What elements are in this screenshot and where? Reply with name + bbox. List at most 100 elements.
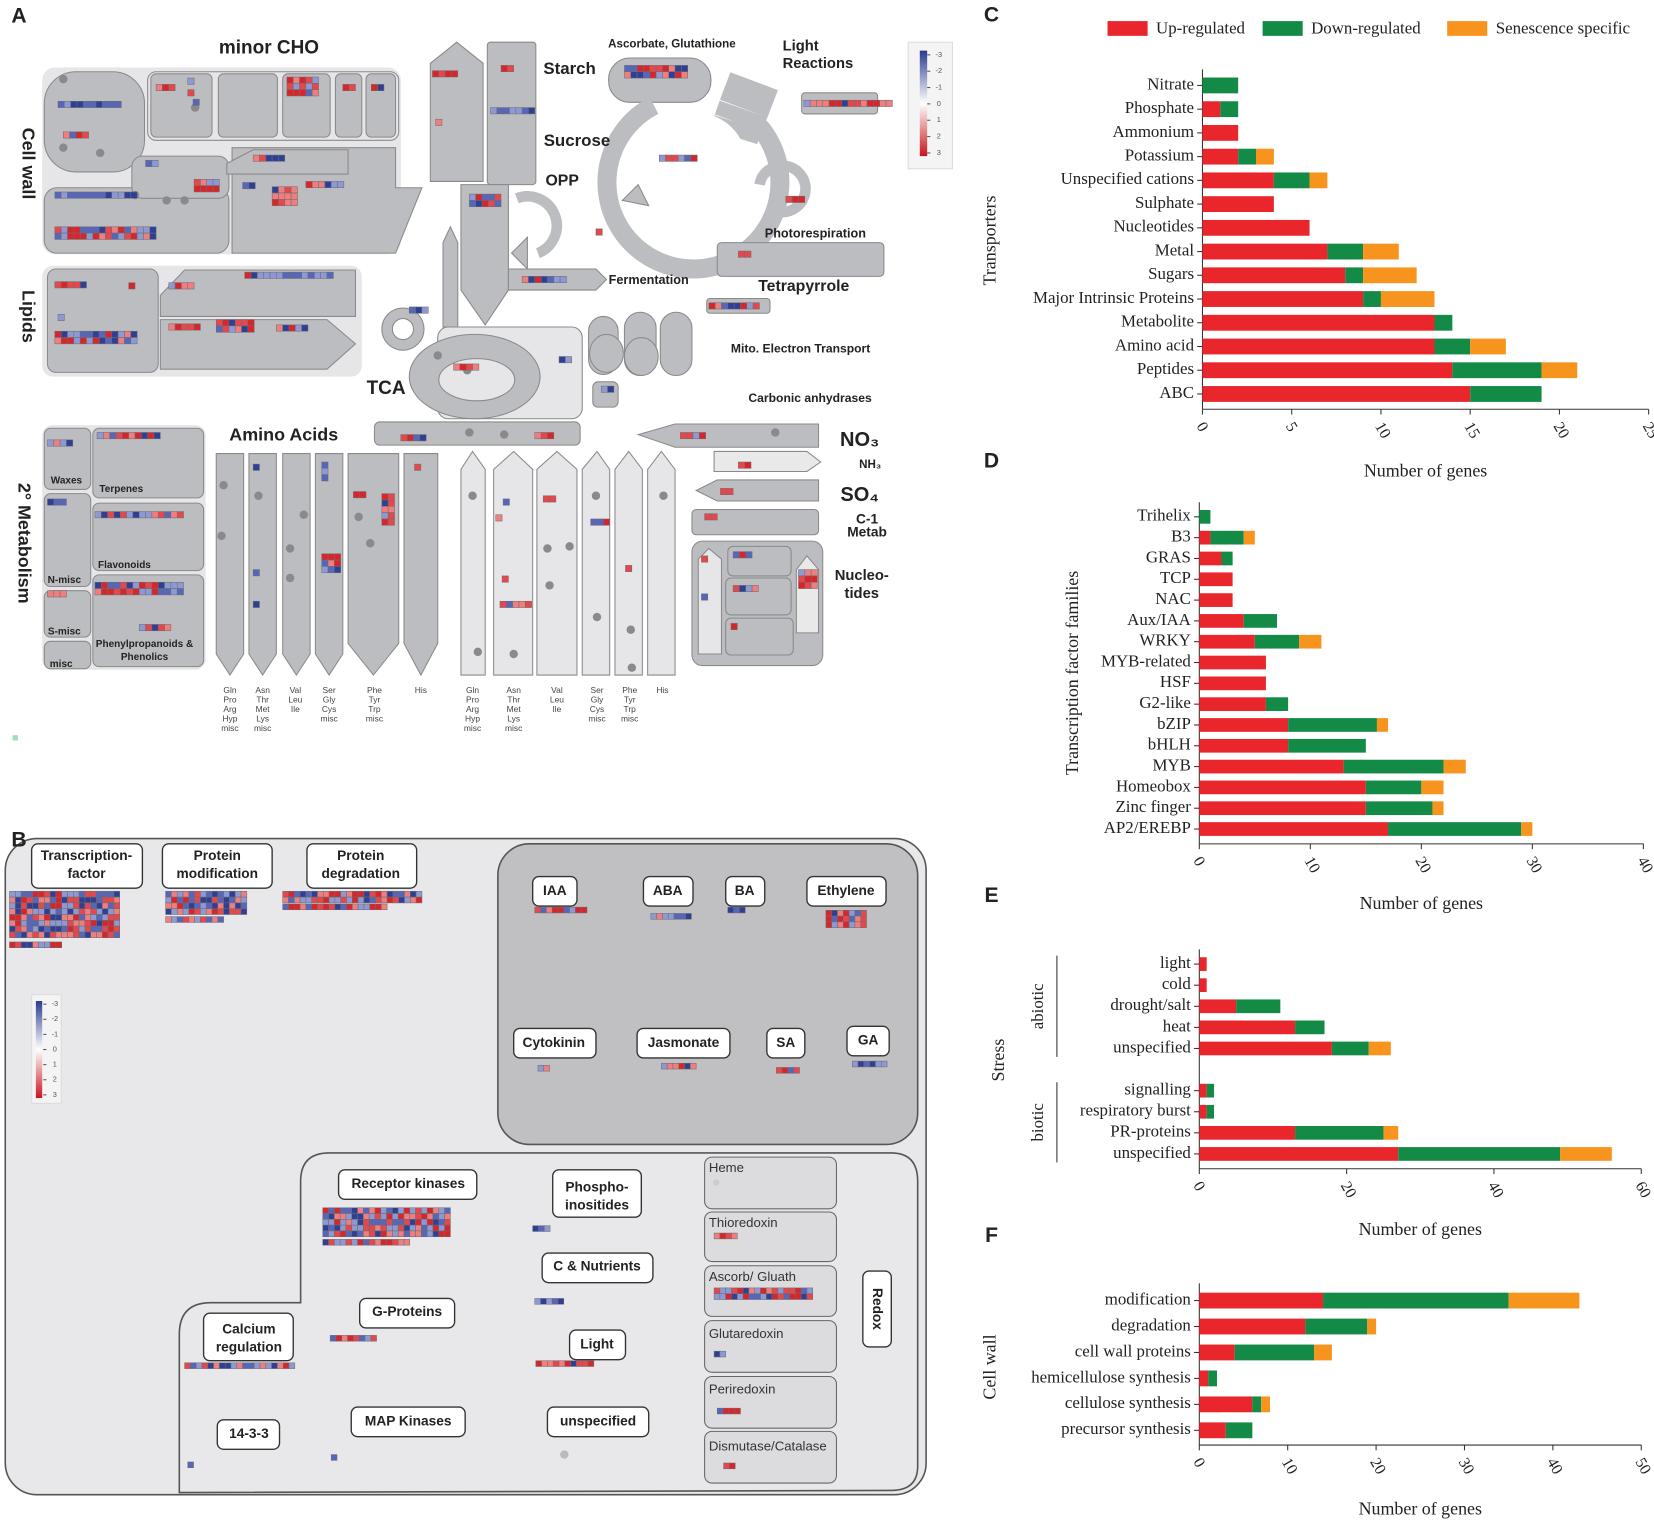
heatmap-cell bbox=[668, 65, 676, 72]
heatmap-cell bbox=[119, 588, 127, 596]
heatmap-cell bbox=[415, 1219, 422, 1226]
heatmap-cell bbox=[100, 511, 108, 519]
heatmap-cell bbox=[340, 896, 347, 904]
heatmap-cell bbox=[438, 1230, 445, 1238]
heatmap-cell bbox=[410, 896, 417, 904]
heatmap-cell bbox=[809, 99, 817, 107]
heatmap-cell bbox=[771, 1293, 779, 1300]
heatmap-cell bbox=[224, 1362, 232, 1369]
heatmap-cell bbox=[257, 271, 264, 279]
heatmap-cell bbox=[328, 896, 336, 904]
heatmap-cell bbox=[305, 903, 312, 911]
amino-acid-label: Leu bbox=[550, 695, 564, 705]
bar-segment bbox=[1421, 780, 1444, 795]
heatmap-cell bbox=[342, 84, 350, 91]
heatmap-cell bbox=[413, 434, 421, 442]
heatmap-cell bbox=[549, 495, 557, 503]
heatmap-cell bbox=[38, 920, 45, 927]
diagram-label: Light bbox=[580, 1336, 614, 1351]
bar-segment bbox=[1309, 172, 1328, 189]
heatmap-cell bbox=[386, 1207, 393, 1214]
heatmap-cell bbox=[15, 925, 22, 933]
heatmap-cell bbox=[181, 282, 189, 290]
heatmap-cell bbox=[67, 232, 75, 240]
y-tick-label: hemicellulose synthesis bbox=[1031, 1367, 1191, 1386]
heatmap-cell bbox=[421, 1219, 428, 1226]
heatmap-cell bbox=[339, 1219, 347, 1226]
heatmap-cell bbox=[49, 931, 57, 938]
heatmap-cell bbox=[286, 76, 294, 84]
amino-acid-label: Pro bbox=[223, 695, 236, 705]
heatmap-cell bbox=[278, 192, 286, 200]
heatmap-cell bbox=[546, 1298, 553, 1305]
heatmap-cell bbox=[32, 914, 39, 921]
heatmap-cell bbox=[328, 1230, 335, 1238]
heatmap-cell bbox=[558, 1360, 566, 1367]
x-tick-label: 30 bbox=[1523, 854, 1546, 876]
heatmap-cell bbox=[322, 1219, 329, 1226]
diagram-label: C & Nutrients bbox=[553, 1258, 641, 1273]
heatmap-cell bbox=[176, 916, 184, 923]
heatmap-cell bbox=[49, 914, 57, 921]
heatmap-cell bbox=[403, 1213, 411, 1220]
heatmap-cell bbox=[188, 896, 195, 904]
heatmap-cell bbox=[375, 903, 382, 911]
heatmap-cell bbox=[176, 511, 184, 519]
heatmap-cell bbox=[475, 193, 483, 201]
heatmap-cell bbox=[292, 76, 300, 84]
heatmap-cell bbox=[248, 1362, 255, 1369]
heatmap-cell bbox=[392, 1207, 399, 1214]
heatmap-cell bbox=[881, 1060, 888, 1068]
heatmap-cell bbox=[240, 891, 248, 898]
heatmap-cell bbox=[182, 908, 190, 915]
heatmap-cell bbox=[444, 1213, 451, 1220]
heatmap-cell bbox=[710, 513, 718, 521]
heatmap-cell bbox=[117, 226, 125, 234]
heatmap-cell bbox=[184, 1362, 191, 1369]
bar-segment bbox=[1206, 1083, 1215, 1098]
heatmap-cell bbox=[322, 1213, 329, 1220]
bar-segment bbox=[1343, 759, 1444, 774]
heatmap-cell bbox=[630, 65, 638, 72]
heatmap-cell bbox=[339, 1230, 347, 1238]
bar-segment bbox=[1202, 386, 1471, 402]
heatmap-cell bbox=[75, 131, 83, 139]
heatmap-cell bbox=[403, 1230, 411, 1238]
heatmap-cell bbox=[387, 518, 395, 526]
heatmap-cell bbox=[67, 226, 75, 234]
diagram-label: NO₃ bbox=[840, 429, 879, 451]
y-axis-title: Cell wall bbox=[980, 1334, 1000, 1399]
color-scale-label: 3 bbox=[937, 148, 941, 157]
heatmap-cell bbox=[20, 914, 28, 921]
heatmap-cell bbox=[662, 65, 670, 72]
heatmap-cell bbox=[731, 1293, 738, 1300]
bar-segment bbox=[1202, 101, 1221, 118]
heatmap-cell bbox=[322, 1207, 329, 1214]
amino-acid-label: Trp bbox=[368, 704, 381, 714]
x-tick-label: 60 bbox=[1632, 1179, 1654, 1201]
heatmap-cell bbox=[658, 154, 666, 162]
heatmap-cell bbox=[386, 1224, 393, 1232]
heatmap-cell bbox=[194, 908, 201, 915]
heatmap-cell bbox=[334, 1219, 341, 1226]
y-tick-label: Homeobox bbox=[1116, 776, 1191, 795]
heatmap-cell bbox=[15, 896, 22, 904]
heatmap-cell bbox=[229, 908, 236, 915]
heatmap-cell bbox=[170, 581, 178, 589]
heatmap-cell bbox=[61, 931, 68, 938]
heatmap-cell bbox=[825, 921, 832, 928]
heatmap-cell bbox=[222, 319, 230, 327]
heatmap-cell bbox=[737, 1287, 744, 1294]
label-box bbox=[202, 1312, 294, 1362]
color-scale-label: 0 bbox=[53, 1044, 57, 1053]
legend-label: Up-regulated bbox=[1156, 18, 1246, 37]
x-tick-label: 10 bbox=[1301, 854, 1324, 876]
heatmap-cell bbox=[400, 434, 408, 442]
diagram-label: Protein bbox=[337, 848, 384, 863]
heatmap-cell bbox=[211, 902, 219, 909]
heatmap-cell bbox=[380, 1207, 387, 1214]
heatmap-cell bbox=[751, 585, 759, 593]
heatmap-cell bbox=[111, 232, 119, 240]
heatmap-cell bbox=[624, 71, 632, 79]
heatmap-cell bbox=[515, 107, 523, 115]
